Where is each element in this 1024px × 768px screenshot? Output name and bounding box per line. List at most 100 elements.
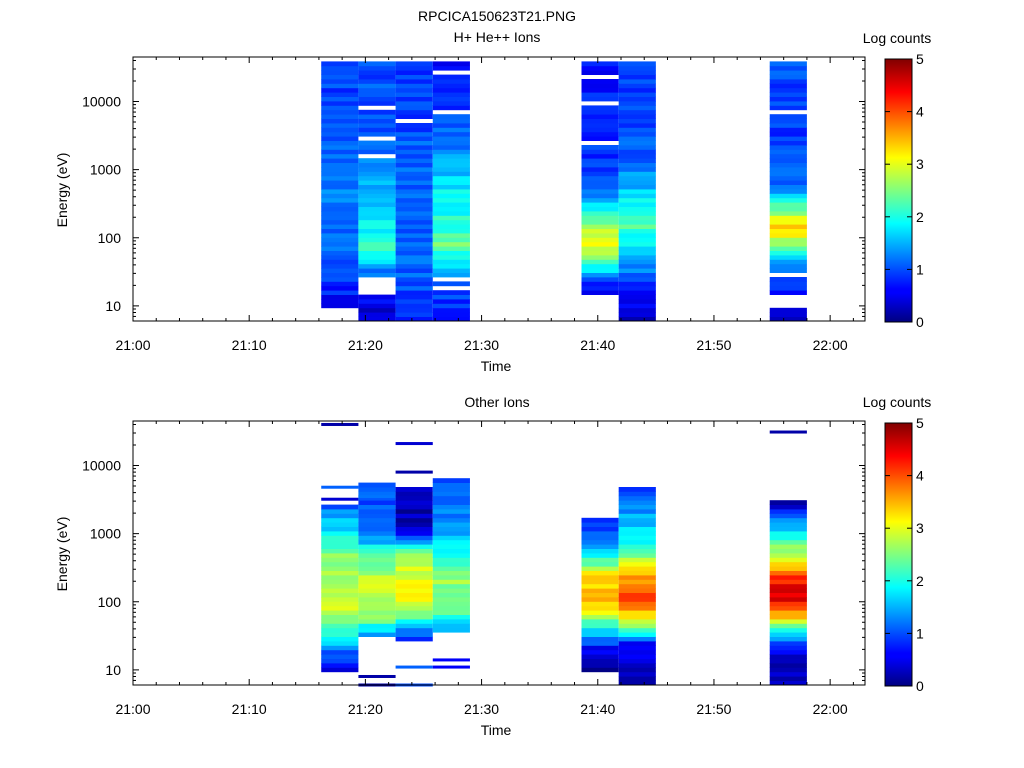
energy-bin — [432, 158, 470, 163]
energy-bin — [432, 197, 470, 203]
energy-bin — [581, 246, 619, 251]
energy-bin — [321, 610, 359, 615]
energy-bin — [769, 636, 807, 642]
colorbar-tick-label: 0 — [916, 678, 924, 694]
energy-bin — [432, 517, 470, 523]
energy-bin — [358, 316, 396, 322]
energy-bin — [395, 487, 433, 492]
energy-bin — [395, 61, 433, 67]
energy-bin — [321, 509, 359, 514]
energy-bin — [321, 149, 359, 155]
energy-bin — [358, 162, 396, 168]
energy-bin — [321, 526, 359, 532]
x-tick-label: 21:10 — [232, 337, 267, 353]
energy-bin — [581, 535, 619, 541]
energy-bin — [321, 83, 359, 89]
energy-bin — [581, 619, 619, 624]
energy-line — [321, 422, 359, 426]
energy-bin — [581, 579, 619, 585]
energy-bin — [581, 131, 619, 137]
energy-bin — [769, 277, 807, 282]
energy-bin — [618, 561, 656, 567]
energy-bin — [618, 539, 656, 545]
energy-bin — [321, 517, 359, 523]
energy-bin — [395, 228, 433, 234]
energy-bin — [358, 127, 396, 133]
energy-bin — [618, 250, 656, 256]
energy-bin — [395, 303, 433, 309]
energy-bin — [769, 531, 807, 536]
energy-bin — [358, 513, 396, 519]
y-tick-label: 10000 — [82, 94, 121, 110]
energy-bin — [321, 601, 359, 607]
energy-line — [769, 430, 807, 434]
energy-bin — [769, 592, 807, 598]
energy-bin — [395, 570, 433, 576]
data-column — [581, 61, 619, 295]
energy-bin — [321, 246, 359, 251]
energy-bin — [618, 676, 656, 681]
energy-bin — [581, 667, 619, 673]
energy-bin — [769, 526, 807, 532]
energy-bin — [395, 241, 433, 247]
energy-bin — [358, 526, 396, 532]
energy-bin — [432, 588, 470, 593]
energy-bin — [395, 539, 433, 545]
energy-bin — [618, 167, 656, 172]
energy-bin — [321, 167, 359, 172]
energy-bin — [769, 101, 807, 106]
energy-bin — [395, 145, 433, 150]
y-tick-label: 10 — [105, 298, 121, 314]
energy-bin — [321, 632, 359, 637]
energy-bin — [395, 101, 433, 106]
energy-bin — [769, 553, 807, 558]
energy-bin — [581, 566, 619, 571]
energy-bin — [358, 531, 396, 536]
energy-bin — [618, 184, 656, 190]
energy-bin — [321, 605, 359, 611]
energy-bin — [432, 162, 470, 168]
energy-bin — [618, 285, 656, 291]
energy-bin — [321, 667, 359, 673]
energy-bin — [321, 162, 359, 168]
energy-bin — [321, 127, 359, 133]
energy-bin — [358, 561, 396, 567]
colorbar-tick-label: 4 — [916, 104, 924, 120]
energy-bin — [395, 553, 433, 558]
energy-bin — [618, 316, 656, 322]
energy-bin — [358, 487, 396, 492]
energy-bin — [581, 175, 619, 181]
energy-bin — [358, 246, 396, 251]
energy-bin — [769, 513, 807, 519]
energy-bin — [358, 605, 396, 611]
energy-bin — [358, 70, 396, 75]
energy-bin — [581, 531, 619, 536]
energy-bin — [395, 114, 433, 119]
energy-bin — [618, 575, 656, 580]
energy-bin — [432, 241, 470, 247]
energy-bin — [618, 215, 656, 221]
energy-bin — [581, 583, 619, 589]
colorbar-tick-label: 3 — [916, 520, 924, 536]
energy-bin — [321, 299, 359, 304]
figure-title: RPCICA150623T21.PNG — [418, 8, 576, 24]
energy-bin — [769, 184, 807, 190]
energy-bin — [395, 610, 433, 615]
energy-bin — [321, 233, 359, 238]
energy-line — [321, 497, 359, 501]
energy-bin — [432, 307, 470, 313]
energy-bin — [581, 570, 619, 576]
energy-bin — [358, 601, 396, 607]
energy-bin — [395, 495, 433, 501]
energy-bin — [432, 504, 470, 510]
energy-bin — [432, 259, 470, 265]
energy-bin — [769, 610, 807, 615]
energy-bin — [321, 623, 359, 629]
energy-bin — [432, 202, 470, 207]
energy-bin — [432, 189, 470, 194]
energy-bin — [769, 645, 807, 651]
energy-bin — [618, 619, 656, 624]
energy-bin — [769, 224, 807, 229]
energy-bin — [358, 299, 396, 304]
energy-bin — [581, 601, 619, 607]
